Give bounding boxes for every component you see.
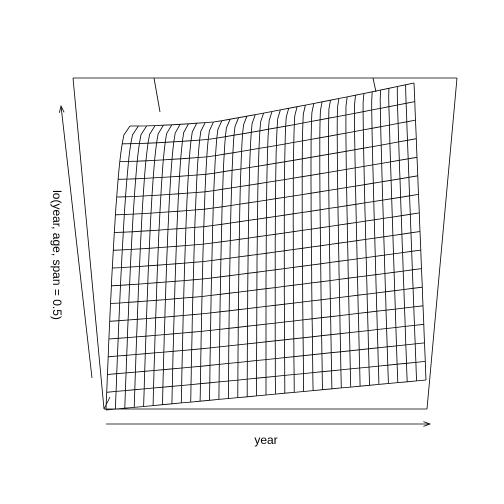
- surface-mesh: [105, 82, 427, 411]
- x-axis-label: year: [254, 433, 277, 447]
- mesh-column-line: [180, 123, 198, 403]
- mesh-column-line: [105, 125, 131, 411]
- box-inner-left-edge: [153, 77, 161, 113]
- y-axis-arrow-head: [58, 104, 65, 113]
- mesh-column-line: [162, 124, 181, 405]
- mesh-column-line: [388, 88, 399, 383]
- mesh-column-line: [199, 121, 214, 402]
- box-inner-right-edge: [372, 77, 377, 93]
- mesh-column-line: [379, 89, 389, 384]
- x-axis-arrow-head: [423, 421, 432, 427]
- mesh-column-line: [152, 124, 173, 406]
- mesh-column-line: [371, 91, 380, 385]
- mesh-column-line: [354, 95, 361, 387]
- y-axis-label: lo(year, age, span = 0.5): [50, 190, 64, 320]
- mesh-column-line: [227, 117, 239, 399]
- mesh-column-line: [274, 109, 281, 395]
- box-right-edge: [426, 77, 458, 410]
- plot-box-front-edges: [103, 396, 111, 410]
- mesh-column-line: [336, 98, 342, 388]
- box-front-left-corner: [103, 396, 111, 410]
- y-axis-arrow: [60, 105, 93, 379]
- mesh-column-line: [362, 93, 370, 386]
- box-left-edge: [72, 77, 105, 410]
- mesh-column-line: [413, 82, 427, 381]
- mesh-column-line: [319, 101, 323, 390]
- mesh-column-line: [310, 103, 315, 391]
- mesh-column-line: [237, 116, 248, 398]
- mesh-column-line: [405, 84, 417, 381]
- mesh-column-line: [133, 125, 156, 408]
- mesh-column-line: [256, 112, 264, 396]
- mesh-column-line: [283, 108, 290, 394]
- mesh-column-line: [124, 125, 148, 409]
- axis-arrows: [58, 104, 432, 427]
- mesh-column-line: [209, 120, 223, 401]
- mesh-column-line: [246, 114, 256, 397]
- mesh-column-line: [190, 122, 206, 403]
- mesh-column-line: [115, 125, 139, 410]
- mesh-column-line: [396, 86, 408, 382]
- mesh-column-line: [218, 119, 231, 400]
- mesh-column-line: [301, 105, 306, 392]
- mesh-column-line: [265, 111, 273, 395]
- mesh-column-line: [292, 106, 298, 393]
- mesh-column-line: [328, 100, 333, 389]
- plot-box-back-edges: [72, 77, 458, 410]
- mesh-column-line: [345, 96, 352, 388]
- mesh-column-line: [143, 124, 164, 407]
- mesh-column-line: [171, 123, 189, 404]
